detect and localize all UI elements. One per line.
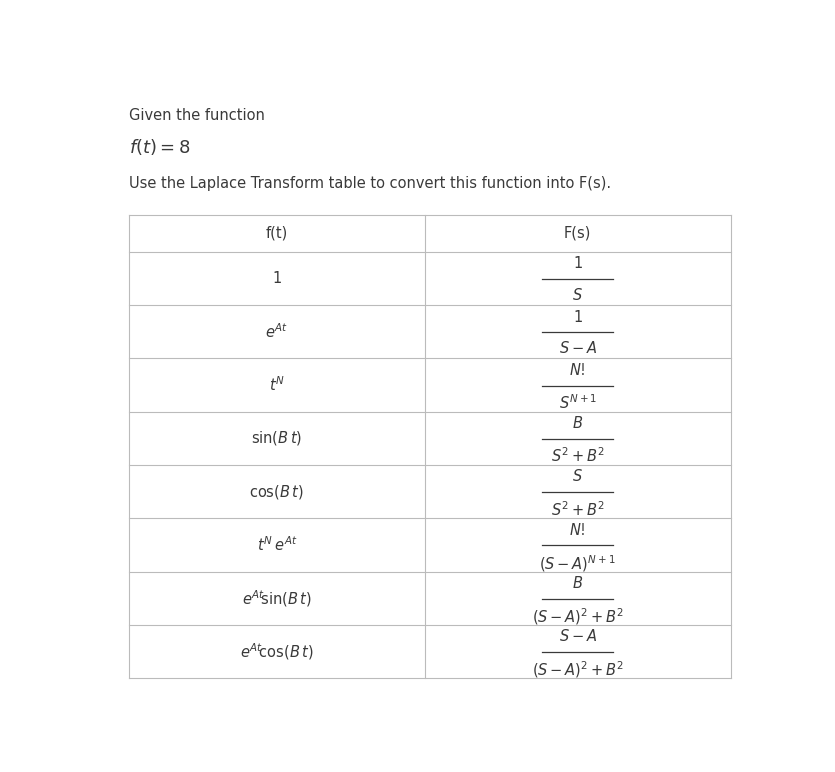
Text: $S$: $S$	[572, 286, 583, 303]
Text: $S - A$: $S - A$	[559, 628, 597, 645]
Text: $S^{2} + B^{2}$: $S^{2} + B^{2}$	[551, 499, 605, 519]
Text: $B$: $B$	[572, 415, 584, 432]
Text: $t^{N}$: $t^{N}$	[269, 376, 285, 394]
Text: 1: 1	[272, 271, 281, 286]
Text: 1: 1	[573, 310, 582, 324]
Text: $(S - A)^{N+1}$: $(S - A)^{N+1}$	[539, 553, 616, 574]
Text: 1: 1	[573, 256, 582, 271]
Text: $(S - A)^{2} + B^{2}$: $(S - A)^{2} + B^{2}$	[532, 660, 624, 680]
Text: $S$: $S$	[572, 469, 583, 485]
Text: $f(t) = 8$: $f(t) = 8$	[129, 137, 190, 157]
Text: $N!$: $N!$	[569, 362, 586, 378]
Text: $e^{At}\!\cos(B\,t)$: $e^{At}\!\cos(B\,t)$	[240, 642, 314, 662]
Text: $t^{N}\,e^{At}$: $t^{N}\,e^{At}$	[256, 536, 297, 554]
Text: $\cos(B\,t)$: $\cos(B\,t)$	[250, 482, 304, 500]
Text: $S^{N+1}$: $S^{N+1}$	[559, 393, 597, 412]
Text: $\sin(B\,t)$: $\sin(B\,t)$	[251, 429, 302, 447]
Text: Given the function: Given the function	[129, 107, 265, 123]
Text: F(s): F(s)	[564, 225, 591, 241]
Text: $S^{2} + B^{2}$: $S^{2} + B^{2}$	[551, 446, 605, 466]
Text: Use the Laplace Transform table to convert this function into F(s).: Use the Laplace Transform table to conve…	[129, 176, 611, 191]
Text: $e^{At}$: $e^{At}$	[266, 323, 288, 341]
Text: $e^{At}\!\sin(B\,t)$: $e^{At}\!\sin(B\,t)$	[242, 587, 311, 608]
Text: f(t): f(t)	[266, 225, 288, 241]
Text: $(S - A)^{2} + B^{2}$: $(S - A)^{2} + B^{2}$	[532, 607, 624, 627]
Text: $N!$: $N!$	[569, 522, 586, 538]
Text: $S - A$: $S - A$	[559, 340, 597, 356]
Text: $B$: $B$	[572, 575, 584, 591]
